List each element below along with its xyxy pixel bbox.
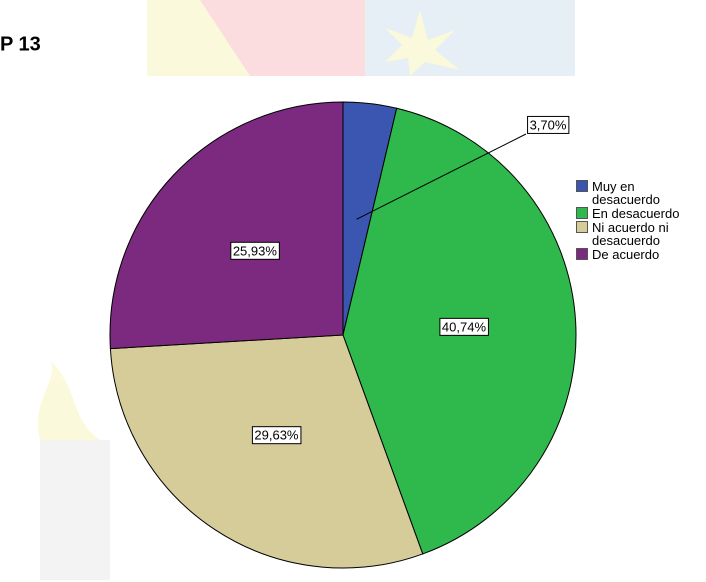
legend-label: En desacuerdo bbox=[592, 207, 692, 220]
heading: P 13 bbox=[0, 33, 41, 55]
chart: P 13 3,70% 40,74% 29,63% 25,93% bbox=[0, 0, 706, 582]
pie-slice bbox=[110, 102, 343, 349]
legend-swatch bbox=[576, 248, 588, 260]
data-label: 40,74% bbox=[442, 319, 487, 334]
legend-item: De acuerdo bbox=[576, 248, 706, 261]
legend-item: En desacuerdo bbox=[576, 207, 706, 220]
legend-label: De acuerdo bbox=[592, 248, 692, 261]
legend-swatch bbox=[576, 180, 588, 192]
legend-item: Ni acuerdo ni desacuerdo bbox=[576, 221, 706, 247]
legend-label: Muy en desacuerdo bbox=[592, 180, 692, 206]
legend-label: Ni acuerdo ni desacuerdo bbox=[592, 221, 692, 247]
data-label: 25,93% bbox=[233, 243, 278, 258]
legend-swatch bbox=[576, 221, 588, 233]
data-label: 29,63% bbox=[254, 428, 299, 443]
legend-item: Muy en desacuerdo bbox=[576, 180, 706, 206]
legend-swatch bbox=[576, 207, 588, 219]
data-label: 3,70% bbox=[530, 117, 567, 132]
page: P 13 3,70% 40,74% 29,63% 25,93% Muy en desa… bbox=[0, 0, 706, 582]
